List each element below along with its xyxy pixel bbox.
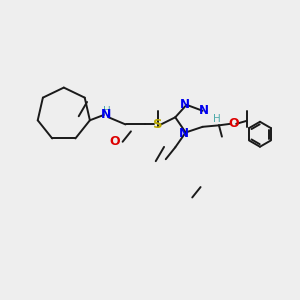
Text: N: N [101,108,111,122]
Text: N: N [199,104,209,117]
Text: S: S [152,118,162,131]
Text: H: H [213,114,220,124]
Text: N: N [180,98,190,111]
Text: O: O [109,135,120,148]
Text: N: N [179,127,189,140]
Text: H: H [103,106,110,116]
Text: O: O [228,117,238,130]
